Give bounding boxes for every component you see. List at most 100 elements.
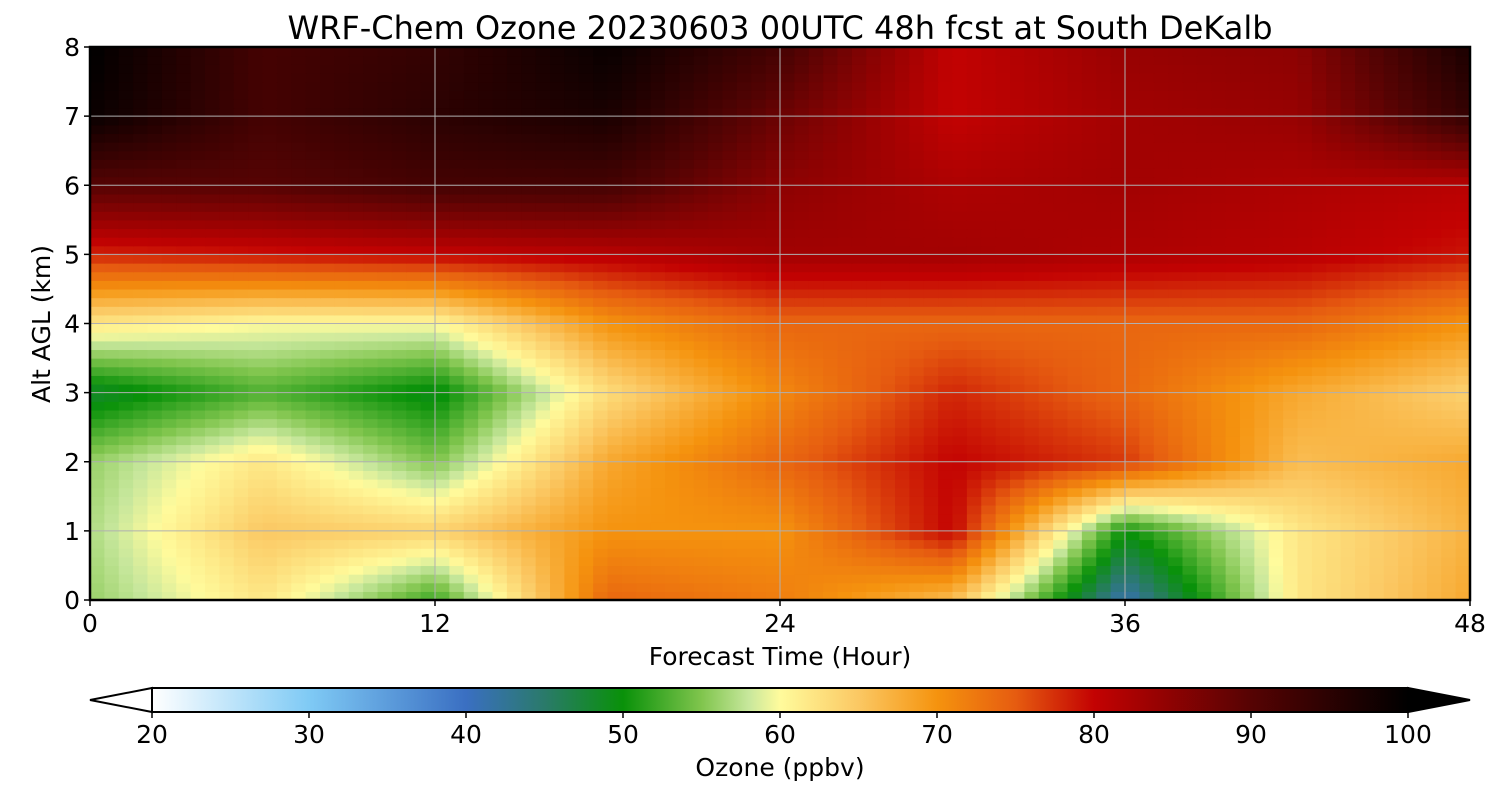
heatmap-cell — [679, 574, 695, 584]
heatmap-cell — [305, 271, 321, 281]
heatmap-cell — [808, 219, 824, 230]
heatmap-cell — [1081, 513, 1097, 523]
heatmap-cell — [118, 332, 134, 342]
heatmap-cell — [435, 358, 450, 368]
heatmap-cell — [1096, 487, 1112, 497]
heatmap-cell — [1182, 574, 1198, 584]
heatmap-cell — [1024, 548, 1040, 558]
heatmap-cell — [1053, 271, 1069, 281]
heatmap-cell — [176, 185, 192, 195]
heatmap-cell — [851, 263, 867, 273]
heatmap-cell — [837, 219, 853, 230]
heatmap-cell — [205, 366, 220, 376]
heatmap-cell — [607, 487, 623, 497]
heatmap-cell — [276, 366, 292, 376]
heatmap-cell — [1340, 340, 1356, 351]
heatmap-cell — [406, 470, 422, 480]
heatmap-cell — [751, 487, 767, 497]
heatmap-cell — [1096, 383, 1112, 394]
heatmap-cell — [391, 565, 407, 575]
heatmap-cell — [1383, 418, 1399, 428]
heatmap-cell — [966, 150, 982, 160]
heatmap-cell — [981, 435, 997, 446]
heatmap-cell — [938, 530, 954, 541]
heatmap-cell — [636, 167, 652, 178]
heatmap-cell — [693, 409, 709, 420]
heatmap-cell — [722, 280, 738, 290]
heatmap-cell — [1426, 479, 1442, 489]
heatmap-cell — [981, 193, 997, 204]
heatmap-cell — [449, 392, 465, 402]
heatmap-cell — [1240, 556, 1255, 567]
heatmap-cell — [693, 297, 709, 307]
heatmap-cell — [1355, 548, 1370, 558]
heatmap-cell — [1283, 435, 1299, 446]
heatmap-cell — [1125, 271, 1140, 281]
heatmap-cell — [348, 453, 364, 463]
heatmap-cell — [1053, 530, 1069, 541]
heatmap-cell — [291, 427, 307, 437]
heatmap-cell — [1311, 522, 1327, 532]
heatmap-cell — [176, 202, 192, 212]
heatmap-cell — [1081, 193, 1097, 204]
heatmap-cell — [118, 479, 134, 489]
heatmap-cell — [334, 461, 350, 471]
heatmap-cell — [449, 306, 465, 316]
heatmap-cell — [636, 375, 652, 385]
heatmap-cell — [1211, 167, 1227, 178]
heatmap-cell — [1254, 574, 1270, 584]
heatmap-cell — [938, 332, 954, 342]
heatmap-cell — [607, 340, 623, 351]
heatmap-cell — [1110, 340, 1126, 351]
heatmap-cell — [1355, 314, 1370, 325]
heatmap-cell — [320, 306, 335, 316]
heatmap-cell — [837, 453, 853, 463]
heatmap-cell — [521, 530, 537, 541]
heatmap-cell — [449, 530, 465, 541]
heatmap-cell — [535, 487, 551, 497]
heatmap-cell — [923, 418, 939, 428]
heatmap-cell — [751, 548, 767, 558]
heatmap-cell — [1311, 453, 1327, 463]
heatmap-cell — [1053, 349, 1069, 359]
heatmap-cell — [133, 366, 149, 376]
heatmap-cell — [1139, 297, 1155, 307]
heatmap-cell — [550, 530, 565, 541]
heatmap-cell — [1426, 383, 1442, 394]
heatmap-cell — [190, 366, 206, 376]
heatmap-cell — [305, 340, 321, 351]
heatmap-cell — [607, 530, 623, 541]
heatmap-cell — [679, 409, 695, 420]
heatmap-cell — [1268, 548, 1284, 558]
heatmap-cell — [808, 470, 824, 480]
heatmap-cell — [248, 461, 264, 471]
heatmap-cell — [276, 332, 292, 342]
heatmap-cell — [248, 392, 264, 402]
heatmap-cell — [823, 522, 839, 532]
heatmap-cell — [780, 513, 795, 523]
heatmap-cell — [1398, 219, 1414, 230]
heatmap-cell — [1455, 185, 1470, 195]
heatmap-cell — [1426, 211, 1442, 221]
heatmap-cell — [1110, 444, 1126, 454]
heatmap-cell — [722, 176, 738, 186]
heatmap-cell — [550, 185, 565, 195]
heatmap-cell — [780, 349, 795, 359]
heatmap-cell — [1153, 383, 1169, 394]
heatmap-cell — [1369, 418, 1385, 428]
heatmap-cell — [780, 530, 795, 541]
heatmap-cell — [780, 271, 795, 281]
heatmap-cell — [909, 202, 925, 212]
heatmap-cell — [923, 574, 939, 584]
heatmap-cell — [938, 383, 954, 394]
heatmap-cell — [1412, 444, 1428, 454]
heatmap-cell — [708, 582, 724, 592]
heatmap-cell — [1426, 409, 1442, 420]
heatmap-cell — [708, 167, 724, 178]
heatmap-cell — [348, 504, 364, 515]
heatmap-cell — [607, 349, 623, 359]
heatmap-cell — [1067, 263, 1083, 273]
heatmap-cell — [320, 565, 335, 575]
heatmap-cell — [1038, 383, 1054, 394]
heatmap-cell — [205, 202, 220, 212]
